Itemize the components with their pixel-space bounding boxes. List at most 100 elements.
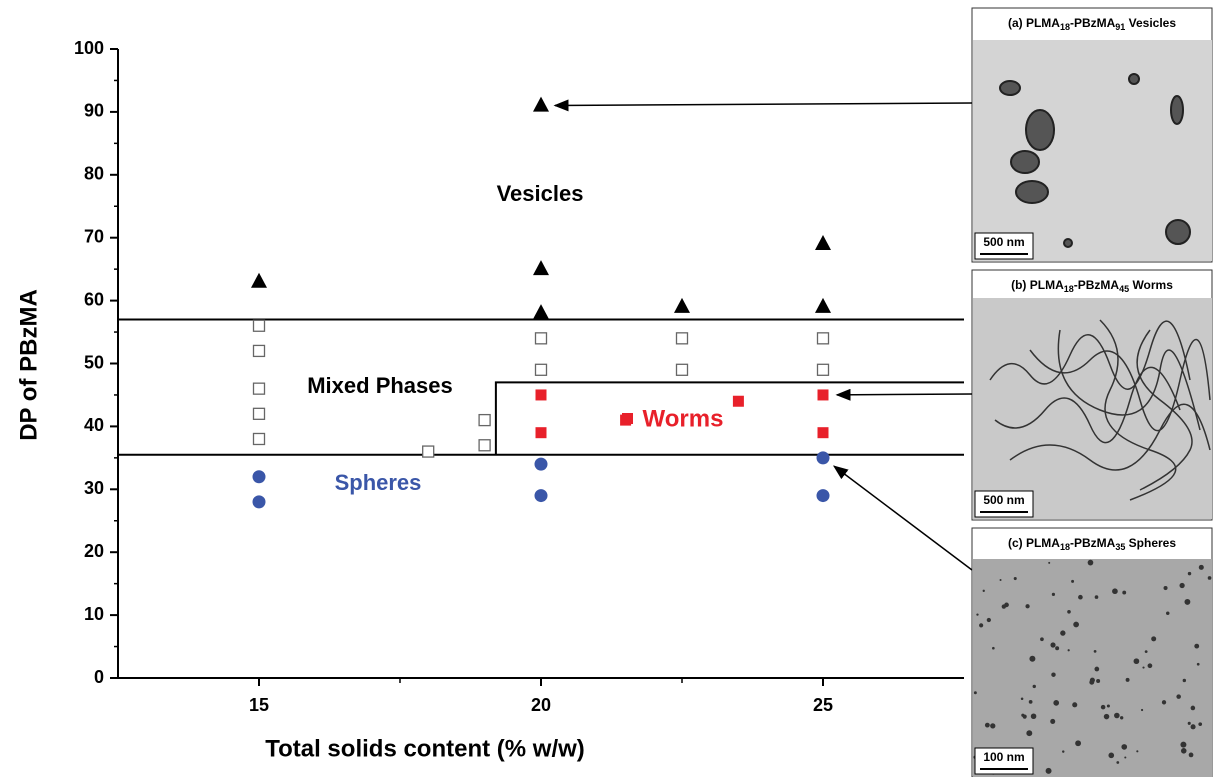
sphere-dot <box>1190 705 1196 711</box>
sphere-dot <box>1028 699 1033 704</box>
sphere-dot <box>1073 621 1079 628</box>
sphere-dot <box>1190 724 1196 730</box>
sphere-dot <box>1121 744 1128 750</box>
point <box>252 407 266 420</box>
point <box>620 414 632 426</box>
sphere-dot <box>1187 571 1192 576</box>
point <box>478 439 491 452</box>
point <box>816 451 830 465</box>
y-tick-label: 10 <box>84 604 104 624</box>
y-tick-label: 20 <box>84 541 104 561</box>
point <box>533 304 549 320</box>
vesicles <box>999 73 1191 248</box>
point <box>535 389 547 401</box>
sphere-dot <box>1053 700 1060 706</box>
sphere-dot <box>1133 658 1140 665</box>
sphere-dot <box>1103 713 1110 720</box>
tem-panels <box>971 7 1213 777</box>
y-tick-label: 0 <box>94 667 104 687</box>
sphere-dot <box>1021 713 1025 717</box>
sphere-dot <box>1050 642 1056 648</box>
sphere-dot <box>1096 679 1101 684</box>
point <box>816 489 830 503</box>
region-label: Vesicles <box>497 181 584 206</box>
sphere-dot <box>1029 655 1036 662</box>
sphere-dot <box>990 723 996 729</box>
point <box>817 389 829 401</box>
sphere-dot <box>1071 579 1075 583</box>
y-tick-label: 40 <box>84 415 104 435</box>
spheres <box>973 559 1212 775</box>
sphere-dot <box>1125 677 1130 682</box>
y-axis-label: DP of PBzMA <box>15 289 42 441</box>
sphere-dot <box>1032 684 1036 689</box>
point <box>422 445 435 458</box>
sphere-dot <box>1182 678 1187 683</box>
sphere-dot <box>1001 604 1007 609</box>
sphere-dot <box>1188 752 1194 758</box>
point <box>252 495 266 509</box>
sphere-dot <box>1087 559 1094 566</box>
title-part: Spheres <box>1125 536 1176 550</box>
sphere-dot <box>1187 721 1191 725</box>
title-part: 45 <box>1119 284 1129 294</box>
point <box>817 427 829 439</box>
y-tick-label: 30 <box>84 478 104 498</box>
sphere-dot <box>1179 582 1185 589</box>
sphere-dot <box>1144 650 1148 654</box>
sphere-dot <box>973 691 977 695</box>
region-label: Worms <box>643 405 724 432</box>
sphere-dot <box>1025 604 1030 609</box>
region-label: Spheres <box>335 470 422 495</box>
sphere-dot <box>1136 750 1139 753</box>
sphere-dot <box>1140 708 1144 712</box>
sphere-dot <box>1013 577 1017 581</box>
sphere-dot <box>1184 598 1191 605</box>
title-part: 18 <box>1064 284 1074 294</box>
sphere-dot <box>984 722 990 728</box>
sphere-dot <box>1124 756 1127 759</box>
pointer-arrow <box>832 465 973 571</box>
sphere-dot <box>992 646 995 650</box>
sphere-dot <box>1089 679 1095 685</box>
sphere-dot <box>979 623 984 628</box>
point <box>478 413 491 427</box>
sphere-dot <box>1020 697 1024 701</box>
sphere-dot <box>1106 704 1110 708</box>
point <box>675 332 689 345</box>
y-tick-label: 90 <box>84 101 104 121</box>
y-tick-label: 70 <box>84 226 104 246</box>
sphere-dot <box>1094 595 1099 599</box>
sphere-dot <box>1051 672 1056 677</box>
panel-title: (a) PLMA18-PBzMA91 Vesicles <box>1008 16 1176 32</box>
sphere-dot <box>1196 662 1200 666</box>
sphere-dot <box>1112 588 1118 595</box>
panel-title: (c) PLMA18-PBzMA35 Spheres <box>1008 536 1176 552</box>
title-part: -PBzMA <box>1070 16 1116 30</box>
region-label: Mixed Phases <box>307 373 453 398</box>
sphere-dot <box>1122 590 1127 595</box>
sphere-dot <box>1142 666 1145 669</box>
point <box>252 344 266 358</box>
sphere-dot <box>1067 609 1071 614</box>
sphere-dot <box>1147 663 1153 669</box>
title-part: -PBzMA <box>1070 536 1116 550</box>
sphere-dot <box>1151 636 1157 642</box>
sphere-dot <box>1093 649 1097 653</box>
sphere-dot <box>999 578 1002 582</box>
pointer-arrow <box>835 388 973 401</box>
point <box>533 260 549 276</box>
point <box>535 427 547 439</box>
title-part: -PBzMA <box>1074 278 1120 292</box>
sphere-dot <box>986 617 991 623</box>
title-part: Worms <box>1129 278 1173 292</box>
y-tick-label: 60 <box>84 289 104 309</box>
sphere-dot <box>1166 611 1170 616</box>
sphere-dot <box>1116 761 1120 764</box>
sphere-dot <box>1030 713 1037 720</box>
tem-image <box>973 559 1212 777</box>
sphere-dot <box>1108 752 1115 759</box>
sphere-dot <box>1075 740 1082 747</box>
sphere-dot <box>1040 637 1044 642</box>
